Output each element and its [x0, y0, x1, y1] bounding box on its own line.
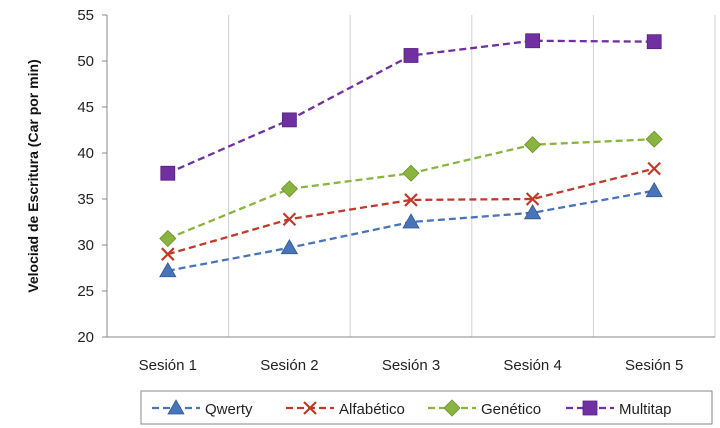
- legend-label: Multitap: [619, 401, 672, 418]
- data-point-qwerty: [645, 181, 663, 198]
- x-tick-labels: Sesión 1 Sesión 2 Sesión 3 Sesión 4 Sesión 5: [139, 357, 684, 374]
- y-tick-label: 40: [77, 145, 94, 162]
- data-point-qwerty: [523, 203, 542, 220]
- legend-item-alfabetico: Alfabético: [286, 401, 405, 418]
- data-point-alfabetico: [161, 247, 175, 261]
- legend-item-qwerty: Qwerty: [152, 399, 253, 418]
- legend-marker: [303, 401, 317, 415]
- x-tick-label: Sesión 1: [139, 357, 197, 374]
- data-point-multitap: [403, 48, 419, 63]
- data-point-alfabetico: [647, 161, 661, 176]
- legend-label: Qwerty: [205, 401, 253, 418]
- legend-marker: [167, 399, 185, 415]
- data-point-multitap: [160, 165, 176, 181]
- y-tick-label: 55: [77, 7, 94, 24]
- series-alfabetico: [161, 161, 661, 261]
- data-point-qwerty: [402, 213, 420, 229]
- data-point-genetico: [280, 180, 298, 198]
- grid: [228, 15, 716, 337]
- series-qwerty: [159, 181, 663, 278]
- y-tick-label: 35: [77, 191, 94, 208]
- data-point-genetico: [645, 130, 663, 148]
- x-tick-label: Sesión 3: [382, 357, 440, 374]
- legend-label: Genético: [481, 401, 541, 418]
- series-multitap: [160, 33, 662, 181]
- series-line-alfabetico: [167, 167, 655, 256]
- legend-item-genetico: Genético: [428, 399, 541, 418]
- legend-marker: [582, 400, 598, 416]
- data-point-qwerty: [159, 261, 177, 278]
- x-tick-label: Sesión 2: [260, 357, 318, 374]
- y-tick-label: 25: [77, 283, 94, 300]
- data-point-genetico: [159, 229, 177, 248]
- legend-label: Alfabético: [339, 401, 405, 418]
- legend: Qwerty Alfabético Genético Multitap: [140, 390, 713, 425]
- data-point-alfabetico: [404, 193, 418, 207]
- legend-box: [140, 390, 713, 425]
- data-point-genetico: [524, 136, 542, 154]
- x-tick-label: Sesión 4: [503, 357, 561, 374]
- data-point-genetico: [402, 164, 420, 182]
- y-axis-label: Velociad de Escritura (Car por min): [25, 59, 41, 292]
- data-point-alfabetico: [282, 212, 297, 227]
- y-tick-labels: 20 25 30 35 40 45 50 55: [77, 7, 94, 346]
- data-point-multitap: [646, 34, 662, 50]
- data-point-qwerty: [280, 238, 299, 255]
- data-point-multitap: [525, 33, 540, 49]
- y-tick-label: 30: [77, 237, 94, 254]
- series-line-qwerty: [167, 189, 655, 272]
- y-tick-label: 45: [77, 99, 94, 116]
- legend-item-multitap: Multitap: [566, 400, 672, 418]
- data-point-multitap: [281, 112, 297, 128]
- data-point-alfabetico: [525, 192, 540, 206]
- y-tick-label: 50: [77, 53, 94, 70]
- axes: [102, 14, 715, 338]
- legend-marker: [443, 399, 461, 417]
- y-tick-label: 20: [77, 329, 94, 346]
- series-genetico: [159, 130, 663, 248]
- x-tick-label: Sesión 5: [625, 357, 683, 374]
- series-group: [159, 33, 663, 278]
